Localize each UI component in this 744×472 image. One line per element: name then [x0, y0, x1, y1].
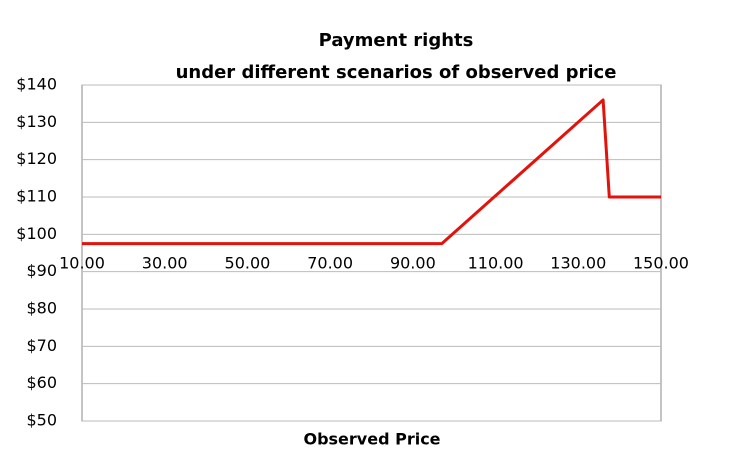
y-tick-label: $140 [16, 75, 57, 94]
x-tick-label: 30.00 [142, 254, 188, 273]
y-tick-label: $100 [16, 224, 57, 243]
y-tick-label: $70 [26, 336, 57, 355]
x-tick-label: 150.00 [633, 254, 689, 273]
data-line [82, 98, 661, 246]
y-tick-label: $110 [16, 187, 57, 206]
x-tick-label: 10.00 [59, 254, 105, 273]
y-tick-label: $120 [16, 149, 57, 168]
y-tick-label: $130 [16, 112, 57, 131]
x-tick-label: 110.00 [468, 254, 524, 273]
x-tick-label: 70.00 [307, 254, 353, 273]
y-tick-label: $60 [26, 373, 57, 392]
x-axis-label: Observed Price [303, 430, 440, 449]
y-tick-label: $90 [26, 261, 57, 280]
y-tick-label: $80 [26, 299, 57, 318]
x-tick-label: 90.00 [390, 254, 436, 273]
plot-area [81, 84, 662, 422]
y-tick-label: $50 [26, 411, 57, 430]
chart-title: Payment rights [319, 30, 474, 51]
x-tick-label: 50.00 [225, 254, 271, 273]
x-tick-label: 130.00 [550, 254, 606, 273]
chart-subtitle: under different scenarios of observed pr… [176, 62, 617, 83]
